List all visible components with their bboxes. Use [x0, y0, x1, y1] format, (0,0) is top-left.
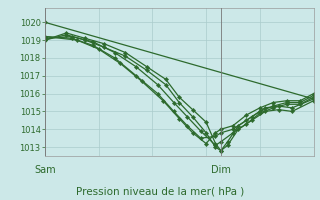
Text: Dim: Dim	[211, 165, 231, 175]
Text: Sam: Sam	[34, 165, 56, 175]
Text: Pression niveau de la mer( hPa ): Pression niveau de la mer( hPa )	[76, 186, 244, 196]
